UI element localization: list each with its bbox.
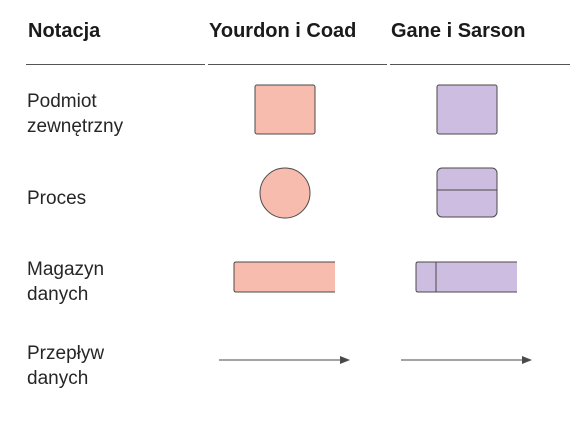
gane-external-entity-shape	[436, 84, 498, 135]
header-yourdon-coad: Yourdon i Coad	[209, 20, 357, 42]
row-label-data-flow: Przepływ danych	[27, 341, 197, 391]
header-divider-2	[208, 64, 387, 65]
row-label-external-entity: Podmiot zewnętrzny	[27, 89, 197, 139]
yourdon-data-store-fill	[234, 262, 335, 292]
row-label-line: zewnętrzny	[27, 116, 124, 137]
yourdon-external-entity-shape	[254, 84, 316, 135]
header-notation: Notacja	[28, 20, 101, 42]
row-label-line: Proces	[27, 188, 87, 209]
row-label-line: Podmiot	[27, 91, 97, 112]
row-label-process: Proces	[27, 186, 197, 211]
row-label-line: danych	[27, 368, 89, 389]
row-label-line: danych	[27, 284, 89, 305]
row-label-data-store: Magazyn danych	[27, 257, 197, 307]
gane-process-shape	[436, 167, 498, 218]
header-gane-sarson: Gane i Sarson	[391, 20, 526, 42]
row-label-line: Przepływ	[27, 343, 105, 364]
yourdon-process-shape	[259, 167, 311, 219]
gane-data-store-fill	[416, 262, 517, 292]
row-label-line: Magazyn	[27, 259, 105, 280]
header-divider-1	[26, 64, 205, 65]
yourdon-data-store-outline	[233, 261, 335, 293]
header-divider-3	[390, 64, 570, 65]
gane-data-store-outline	[415, 261, 517, 293]
